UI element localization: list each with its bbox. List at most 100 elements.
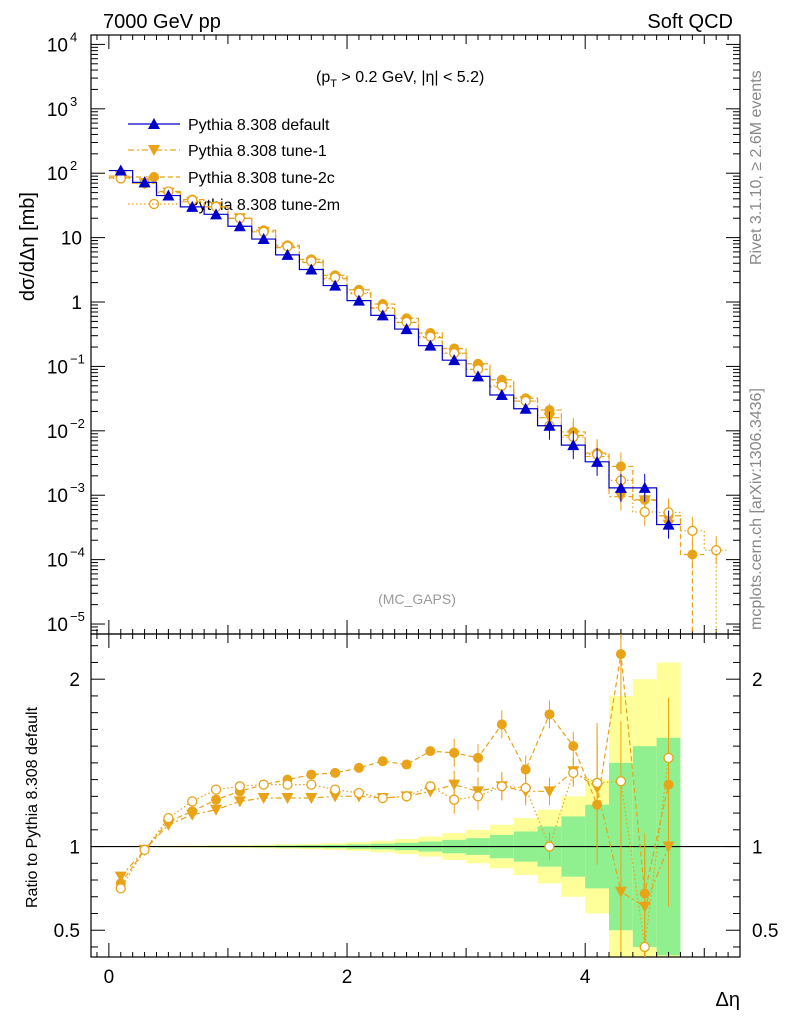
ratio-point [139, 844, 150, 856]
ratio-point [425, 746, 436, 757]
legend-entry-tune-2c: Pythia 8.308 tune-2c [128, 170, 335, 187]
ratio-point [520, 764, 531, 775]
main-series-line [108, 169, 681, 526]
ratio-point [473, 752, 484, 763]
data-point [495, 388, 508, 400]
ratio-point [187, 806, 198, 817]
x-tick-label: 0 [104, 967, 115, 988]
data-point [329, 279, 342, 291]
ratio-point [353, 762, 364, 773]
legend-entry-tune-2m: Pythia 8.308 tune-2m [128, 197, 340, 214]
main-y-axis-label: dσ/dΔη [mb] [17, 192, 39, 301]
ratio-point [233, 796, 246, 808]
ratio-y-axis-label: Ratio to Pythia 8.308 default [24, 706, 41, 908]
main-y-tick-label: 10 [47, 164, 68, 185]
ratio-plot-frame [90, 633, 741, 958]
data-point [543, 419, 556, 431]
main-y-tick-label: 10 [47, 100, 68, 121]
main-y-tick-exponent: 4 [70, 29, 77, 44]
data-point [424, 339, 437, 351]
data-point [114, 164, 127, 176]
data-point [233, 220, 246, 232]
legend-label-tune-2c: Pythia 8.308 tune-2c [188, 170, 335, 187]
ratio-y-tick-label: 2 [69, 670, 80, 691]
legend-label-tune-1: Pythia 8.308 tune-1 [188, 143, 327, 160]
main-y-tick-label: 10 [47, 615, 68, 636]
ratio-y-tick-label-right: 0.5 [752, 921, 778, 942]
data-point [496, 380, 507, 391]
ratio-point [496, 719, 507, 730]
main-y-tick-label: 10 [61, 229, 82, 250]
ratio-point [639, 941, 650, 953]
data-point [519, 402, 532, 414]
data-point [257, 233, 270, 245]
ratio-point [614, 886, 627, 898]
ratio-point [282, 779, 293, 790]
ratio-point [663, 752, 674, 763]
ratio-point [257, 793, 270, 805]
ratio-point [568, 767, 579, 779]
ratio-point [449, 747, 460, 758]
data-point [662, 518, 675, 530]
ratio-point [662, 841, 675, 853]
legend-entry-tune-1: Pythia 8.308 tune-1 [128, 143, 327, 160]
mcplots-info: mcplots.cern.ch [arXiv:1306.3436] [748, 388, 765, 630]
data-point [448, 354, 461, 366]
legend: Pythia 8.308 default Pythia 8.308 tune-1… [128, 117, 340, 214]
main-y-tick-exponent: −5 [70, 609, 85, 624]
ratio-point [329, 784, 341, 795]
main-y-tick-label: 10 [47, 357, 68, 378]
ratio-y-tick-label-right: 2 [752, 670, 763, 691]
main-y-tick-label: 1 [71, 293, 82, 314]
ratio-y-tick-label-right: 1 [752, 838, 763, 859]
ratio-point [401, 791, 412, 802]
ratio-point [615, 649, 626, 660]
data-point [400, 323, 413, 335]
x-axis-label: Δη [716, 989, 740, 1011]
main-y-tick-exponent: 2 [70, 158, 77, 173]
ratio-point [234, 781, 246, 792]
ratio-point [377, 792, 388, 804]
ratio-point [377, 756, 388, 767]
ratio-point [496, 781, 507, 792]
ratio-point [568, 741, 579, 752]
ratio-point [305, 793, 318, 805]
ratio-point [425, 781, 436, 792]
ratio-point [306, 779, 317, 790]
data-point [639, 506, 650, 518]
ratio-point [211, 794, 222, 805]
x-tick-label: 2 [342, 967, 353, 988]
main-y-tick-exponent: −1 [70, 351, 85, 366]
ratio-point [187, 796, 198, 807]
x-tick-label: 4 [580, 967, 591, 988]
ratio-point [543, 786, 556, 798]
header-right: Soft QCD [647, 11, 733, 33]
header-left: 7000 GeV pp [103, 11, 221, 33]
ratio-point [281, 793, 294, 805]
main-y-tick-exponent: −2 [70, 416, 85, 431]
ratio-point [449, 794, 460, 805]
ratio-point [401, 759, 412, 770]
legend-label-tune-2m: Pythia 8.308 tune-2m [188, 197, 340, 214]
main-y-tick-label: 10 [47, 551, 68, 572]
legend-label-default: Pythia 8.308 default [188, 117, 330, 134]
ratio-point [520, 782, 531, 794]
data-point [614, 481, 627, 493]
ratio-y-tick-label: 0.5 [54, 921, 80, 942]
ratio-point [210, 804, 223, 816]
ratio-point [544, 709, 555, 720]
data-point [591, 455, 604, 467]
analysis-watermark: (MC_GAPS) [378, 591, 456, 607]
ratio-point [115, 883, 126, 894]
data-point [567, 439, 580, 451]
data-point [162, 189, 175, 201]
ratio-point [306, 769, 317, 780]
ratio-point [114, 871, 127, 883]
main-y-tick-label: 10 [47, 422, 68, 443]
main-y-tick-exponent: −4 [70, 545, 85, 560]
data-point [376, 309, 389, 321]
ratio-point [330, 767, 341, 778]
main-y-tick-label: 10 [47, 486, 68, 507]
ratio-point [448, 779, 461, 791]
